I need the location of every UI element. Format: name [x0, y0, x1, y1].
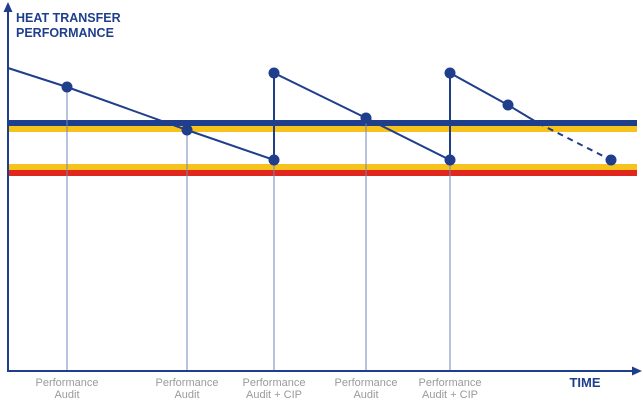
performance-markers — [61, 67, 617, 166]
performance-curve — [7, 67, 612, 162]
event-label-2-line1: Performance — [156, 377, 219, 389]
marker-point — [605, 154, 617, 166]
y-axis-title-line1: HEAT TRANSFER — [16, 11, 121, 25]
event-labels: Performance Audit Performance Audit Perf… — [36, 377, 482, 401]
event-label-1-line1: Performance — [36, 377, 99, 389]
marker-point — [61, 81, 73, 93]
performance-line — [7, 67, 539, 162]
event-label-4-line2: Audit — [353, 389, 378, 401]
lower-yellow-band — [8, 164, 637, 170]
marker-point — [444, 154, 456, 166]
event-label-5-line1: Performance — [419, 377, 482, 389]
marker-point — [181, 124, 193, 136]
threshold-bands — [8, 120, 637, 176]
event-label-1-line2: Audit — [54, 389, 79, 401]
marker-point — [502, 99, 514, 111]
projected-line — [537, 122, 612, 161]
axes — [3, 2, 642, 376]
event-label-5-line2: Audit + CIP — [422, 389, 478, 401]
event-label-4-line1: Performance — [335, 377, 398, 389]
event-label-3-line1: Performance — [243, 377, 306, 389]
marker-point — [268, 154, 280, 166]
event-label-3-line2: Audit + CIP — [246, 389, 302, 401]
event-lines — [66, 73, 451, 371]
y-axis-arrow-icon — [3, 2, 13, 12]
marker-point — [444, 67, 456, 79]
marker-point — [268, 67, 280, 79]
event-label-2-line2: Audit — [174, 389, 199, 401]
y-axis-title-line2: PERFORMANCE — [16, 26, 114, 40]
x-axis-arrow-icon — [632, 366, 642, 376]
upper-yellow-band — [8, 125, 637, 132]
marker-point — [360, 112, 372, 124]
lower-red-band — [8, 170, 637, 176]
x-axis-title: TIME — [569, 375, 600, 390]
upper-navy-band — [8, 120, 637, 126]
